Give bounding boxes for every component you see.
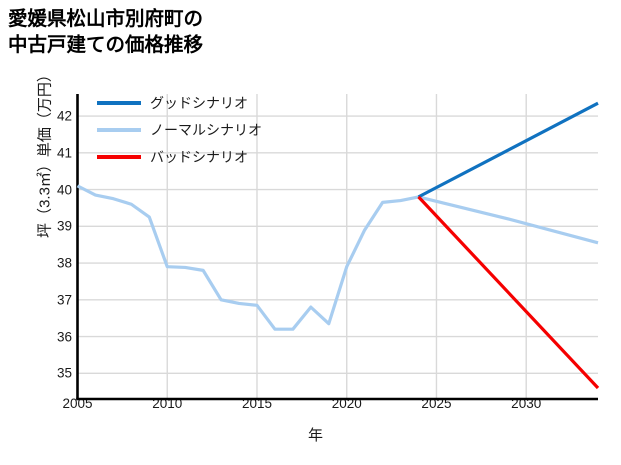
series-line-グッドシナリオ xyxy=(417,101,599,199)
y-tick-label: 41 xyxy=(56,145,72,161)
legend-label-1: ノーマルシナリオ xyxy=(150,122,262,138)
x-axis-ticks: 2005 2010 2015 2020 2025 2030 xyxy=(0,396,621,416)
x-axis-label: 年 xyxy=(0,424,621,445)
legend-swatch-1 xyxy=(97,128,141,132)
y-tick-label: 38 xyxy=(56,255,72,271)
legend-label-2: バッドシナリオ xyxy=(150,149,248,165)
legend-swatch-2 xyxy=(97,155,141,159)
y-tick-label: 40 xyxy=(56,182,72,198)
y-tick-label: 37 xyxy=(56,292,72,308)
y-axis-ticks: 35 36 37 38 39 40 41 42 xyxy=(38,0,72,465)
series-line-バッドシナリオ xyxy=(417,195,600,390)
series-line-ノーマルシナリオ xyxy=(76,184,599,331)
x-axis-label-text: 年 xyxy=(307,427,323,444)
legend-swatch-0 xyxy=(97,101,141,105)
y-tick-label: 36 xyxy=(56,329,72,345)
y-tick-label: 39 xyxy=(56,218,72,234)
page-title: 愛媛県松山市別府町の 中古戸建ての価格推移 xyxy=(8,8,204,57)
y-tick-label: 42 xyxy=(56,108,72,124)
legend-label-0: グッドシナリオ xyxy=(150,95,248,111)
y-tick-label: 35 xyxy=(56,365,72,381)
